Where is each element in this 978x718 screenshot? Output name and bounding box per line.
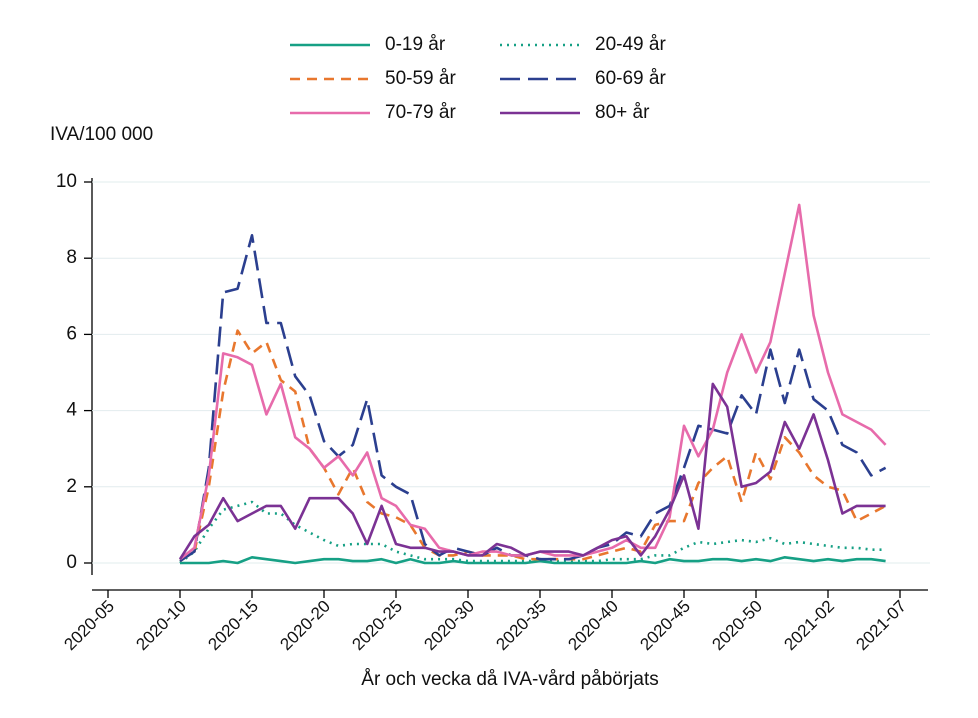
x-tick-label: 2021-02: [780, 597, 838, 655]
series-line: [179, 234, 887, 563]
y-tick-label: 0: [66, 552, 77, 573]
y-axis-title: IVA/100 000: [50, 124, 153, 145]
y-tick-label: 4: [66, 400, 77, 421]
legend-label: 20-49 år: [595, 34, 666, 55]
x-tick-label: 2020-15: [204, 597, 262, 655]
y-tick-label: 10: [56, 171, 77, 192]
x-tick-label: 2020-30: [420, 597, 478, 655]
x-tick-label: 2021-07: [852, 597, 910, 655]
x-tick-label: 2020-25: [348, 597, 406, 655]
legend-label: 50-59 år: [385, 68, 456, 89]
series-line: [178, 382, 886, 560]
x-tick-label: 2020-40: [564, 597, 622, 655]
x-tick-label: 2020-50: [708, 597, 766, 655]
x-tick-label: 2020-05: [60, 597, 118, 655]
x-axis-title: År och vecka då IVA-vård påbörjats: [361, 669, 658, 690]
x-tick-label: 2020-10: [132, 597, 190, 655]
x-tick-label: 2020-20: [276, 597, 334, 655]
x-tick-label: 2020-35: [492, 597, 550, 655]
series-line: [179, 329, 887, 563]
y-tick-label: 8: [66, 247, 77, 268]
y-tick-label: 2: [66, 476, 77, 497]
x-tick-label: 2020-45: [636, 597, 694, 655]
legend-label: 60-69 år: [595, 68, 666, 89]
legend-label: 0-19 år: [385, 34, 446, 55]
legend-label: 80+ år: [595, 102, 650, 123]
y-tick-label: 6: [66, 323, 77, 344]
series-line: [180, 556, 886, 565]
legend-label: 70-79 år: [385, 102, 456, 123]
